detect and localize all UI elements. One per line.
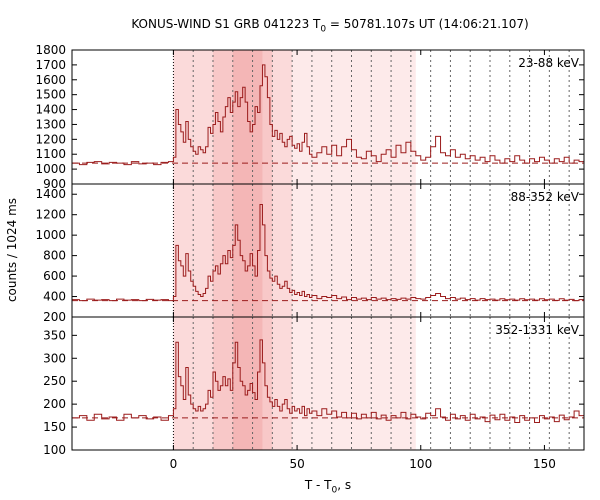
y-tick-label: 1700 <box>35 58 66 72</box>
panel-frame <box>71 316 585 451</box>
y-tick-label: 400 <box>43 290 66 304</box>
x-axis-label: T - T0, s <box>304 478 352 496</box>
y-tick-label: 300 <box>43 351 66 365</box>
light-curve-series <box>72 64 584 166</box>
energy-band-label: 23-88 keV <box>518 56 580 70</box>
y-tick-label: 1400 <box>35 187 66 201</box>
y-tick-label: 1000 <box>35 228 66 242</box>
y-tick-label: 1200 <box>35 208 66 222</box>
y-tick-label: 1800 <box>35 43 66 57</box>
y-axis-label: counts / 1024 ms <box>5 197 19 303</box>
y-tick-label: 1200 <box>35 132 66 146</box>
y-tick-label: 150 <box>43 420 66 434</box>
y-tick-label: 600 <box>43 269 66 283</box>
light-curve-series <box>72 339 584 423</box>
x-tick-label: 100 <box>409 457 432 471</box>
y-tick-label: 1500 <box>35 88 66 102</box>
y-tick-label: 1000 <box>35 162 66 176</box>
y-tick-label: 1300 <box>35 117 66 131</box>
y-tick-label: 1400 <box>35 103 66 117</box>
light-curve-series <box>72 203 584 302</box>
y-tick-label: 200 <box>43 397 66 411</box>
y-tick-label: 1100 <box>35 147 66 161</box>
y-tick-label: 800 <box>43 249 66 263</box>
energy-band-label: 88-352 keV <box>511 190 580 204</box>
y-tick-label: 100 <box>43 443 66 457</box>
y-tick-label: 900 <box>43 177 66 191</box>
chart-title: KONUS-WIND S1 GRB 041223 T0 = 50781.107s… <box>131 17 529 35</box>
y-tick-label: 1600 <box>35 73 66 87</box>
y-tick-label: 350 <box>43 328 66 342</box>
panel-3: 100 150 200 250 300 350 352-1331 keV <box>43 316 585 457</box>
x-tick-label: 150 <box>533 457 556 471</box>
x-tick-label: 0 <box>170 457 178 471</box>
y-tick-label: 250 <box>43 374 66 388</box>
panel-2: 200 400 600 800 1000 1200 1400 88-352 keV <box>35 183 585 324</box>
energy-band-label: 352-1331 keV <box>495 323 579 337</box>
y-tick-label: 200 <box>43 310 66 324</box>
x-tick-label: 50 <box>289 457 304 471</box>
